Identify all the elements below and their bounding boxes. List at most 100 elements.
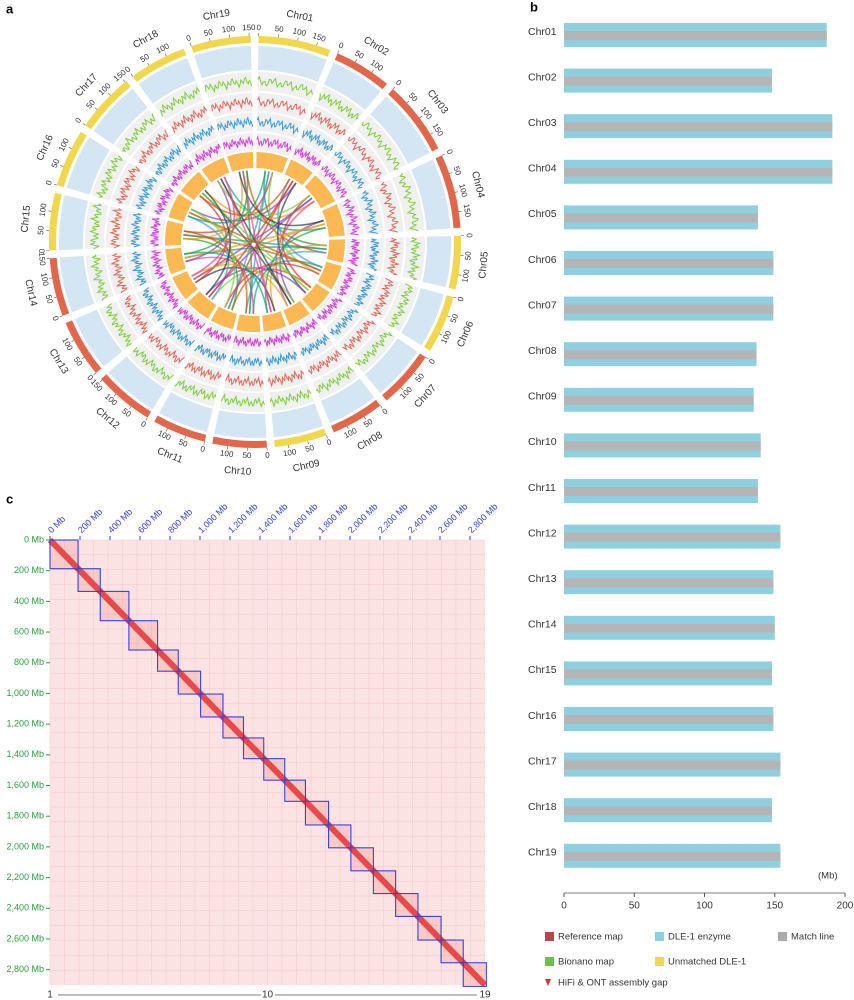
- synteny-link: [216, 180, 311, 217]
- tick-label: 50: [50, 157, 62, 169]
- synteny-link: [279, 219, 324, 303]
- tick-mark: [326, 435, 328, 439]
- chromosome-label: Chr15: [19, 205, 33, 234]
- tick-mark: [337, 50, 340, 54]
- tick-label: 100: [457, 183, 469, 199]
- tick-mark: [54, 184, 58, 186]
- track-line: [138, 129, 169, 164]
- chromosome-arc: [258, 36, 331, 57]
- track-bg: [401, 288, 444, 346]
- tick-label: 100: [155, 41, 171, 55]
- chromosome-label: Chr08: [528, 345, 557, 357]
- track-bg: [271, 403, 323, 438]
- tick-mark: [81, 356, 85, 360]
- track-bg: [227, 152, 254, 172]
- x-tick-label: 200: [837, 901, 854, 912]
- synteny-link: [277, 178, 323, 269]
- track-line: [293, 317, 318, 339]
- tick-label: 100: [282, 447, 297, 458]
- track-line: [316, 298, 343, 320]
- match-bar: [564, 715, 774, 724]
- track-line: [329, 308, 359, 336]
- track-bg: [302, 283, 330, 312]
- chromosome-arc: [448, 235, 462, 290]
- synteny-link: [183, 230, 248, 314]
- tick-mark: [400, 387, 404, 390]
- chromosome-block: [327, 824, 352, 849]
- x-tick-label: 2,400 Mb: [406, 501, 440, 535]
- chromosome-label: Chr14: [22, 278, 39, 307]
- tick-label: 0: [185, 33, 193, 43]
- chromosome-label: Chr04: [469, 170, 487, 200]
- track-line: [159, 86, 201, 117]
- synteny-link: [191, 263, 289, 307]
- synteny-link: [191, 176, 236, 277]
- track-line: [176, 307, 206, 330]
- panel-label: c: [6, 491, 13, 506]
- tick-label: 100: [439, 329, 453, 345]
- chromosome-label: Chr17: [528, 755, 557, 767]
- chromosome-label: Chr09: [292, 458, 321, 475]
- track-line: [347, 238, 360, 267]
- track-bg: [324, 62, 381, 110]
- legend-marker: [545, 957, 554, 966]
- chromosome-map-panel: Chr01 Chr02 Chr03 Chr04 Chr05 Chr06 Chr07 Chr08…: [528, 23, 854, 989]
- tick-mark: [447, 315, 451, 318]
- synteny-link: [205, 267, 307, 296]
- track-bg: [214, 410, 267, 438]
- legend-label: Match line: [791, 932, 834, 943]
- match-bar: [564, 350, 757, 360]
- track-line: [109, 207, 123, 249]
- tick-mark: [164, 53, 167, 57]
- track-bg: [305, 345, 346, 380]
- synteny-link: [269, 244, 327, 312]
- track-line: [162, 319, 196, 347]
- match-bar: [564, 851, 781, 861]
- track-line: [316, 366, 355, 394]
- chromosome-block: [49, 539, 79, 570]
- track-bg: [262, 311, 287, 332]
- tick-label: 100: [60, 336, 75, 353]
- chromosome-label: Chr01: [285, 8, 314, 24]
- track-line: [355, 331, 393, 366]
- tick-label: 0: [325, 437, 333, 447]
- tick-mark: [354, 59, 357, 63]
- y-tick-label: 800 Mb: [14, 657, 44, 667]
- tick-label: 50: [242, 451, 252, 460]
- track-line: [268, 369, 305, 388]
- x-tick-label: 1,800 Mb: [316, 501, 350, 535]
- tick-label: 50: [463, 251, 473, 261]
- chromosome-arc: [424, 295, 454, 351]
- legend-label: Reference map: [558, 932, 623, 943]
- track-line: [195, 143, 221, 165]
- track-line: [130, 212, 143, 248]
- track-line: [147, 333, 185, 364]
- tick-mark: [60, 165, 64, 167]
- tick-mark: [113, 393, 117, 397]
- track-bg: [411, 159, 451, 231]
- chromosome-label: Chr10: [528, 436, 557, 448]
- chromosome-label: Chr14: [528, 619, 557, 631]
- tick-label: 100: [292, 26, 307, 38]
- tick-mark: [425, 357, 429, 360]
- legend-marker: [778, 932, 787, 941]
- track-line: [353, 272, 375, 307]
- tick-mark: [99, 379, 103, 383]
- chromosome-label: Chr16: [528, 710, 557, 722]
- tick-label: 0: [444, 148, 454, 156]
- match-bar: [564, 578, 774, 588]
- track-line: [388, 283, 414, 328]
- x-tick-label: 800 Mb: [166, 507, 194, 535]
- synteny-link: [264, 226, 326, 314]
- track-line: [106, 303, 132, 347]
- tick-mark: [380, 405, 383, 409]
- synteny-link: [183, 251, 269, 314]
- chromosome-label: Chr19: [202, 8, 231, 23]
- track-line: [256, 115, 299, 136]
- tick-mark: [449, 172, 453, 174]
- chromosome-block: [372, 870, 397, 895]
- tick-label: 150: [430, 122, 445, 139]
- track-line: [229, 354, 263, 367]
- chromosome-block: [242, 737, 265, 760]
- tick-label: 50: [177, 437, 189, 449]
